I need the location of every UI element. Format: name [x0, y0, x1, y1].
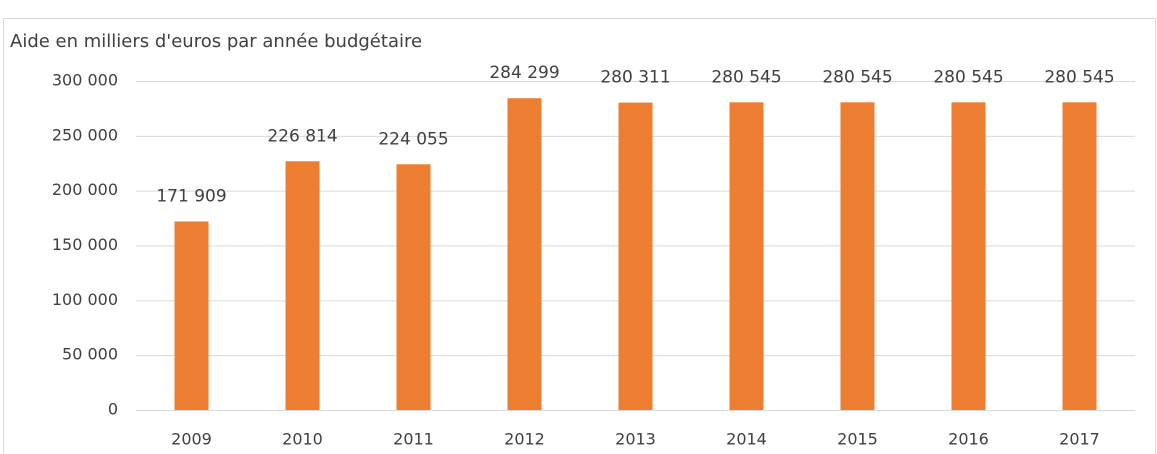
x-tick-label: 2010	[282, 430, 323, 449]
data-label: 280 545	[822, 67, 892, 87]
y-tick-label: 300 000	[52, 71, 118, 90]
chart-title: Aide en milliers d'euros par année budgé…	[10, 31, 422, 52]
y-tick-label: 0	[108, 400, 118, 419]
bar	[1062, 102, 1097, 411]
x-tick-label: 2016	[948, 430, 989, 449]
bar	[507, 98, 542, 411]
data-label: 280 311	[600, 68, 670, 88]
x-tick-label: 2013	[615, 430, 656, 449]
bar	[285, 161, 320, 410]
x-tick-label: 2014	[726, 430, 767, 449]
data-label: 224 055	[378, 129, 448, 149]
x-tick-label: 2017	[1059, 430, 1100, 449]
data-label: 280 545	[1044, 67, 1114, 87]
data-label: 226 814	[267, 126, 337, 146]
x-tick-label: 2011	[393, 430, 434, 449]
bar	[396, 164, 431, 410]
data-label: 284 299	[489, 63, 559, 83]
y-tick-label: 150 000	[52, 235, 118, 254]
data-label: 171 909	[156, 186, 226, 206]
x-tick-label: 2015	[837, 430, 878, 449]
bar	[174, 221, 209, 410]
y-tick-label: 100 000	[52, 290, 118, 309]
bar	[618, 102, 653, 410]
x-tick-label: 2009	[171, 430, 212, 449]
data-label: 280 545	[933, 67, 1003, 87]
data-label: 280 545	[711, 67, 781, 87]
chart-border	[3, 18, 1156, 454]
bar	[951, 102, 986, 411]
bar	[729, 102, 764, 411]
y-tick-label: 250 000	[52, 125, 118, 144]
bar	[840, 102, 875, 411]
y-tick-label: 200 000	[52, 180, 118, 199]
y-tick-label: 50 000	[62, 345, 118, 364]
x-tick-label: 2012	[504, 430, 545, 449]
